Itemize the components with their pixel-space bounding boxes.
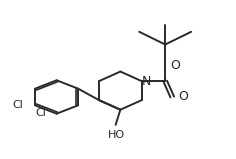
Text: O: O bbox=[170, 59, 180, 72]
Text: N: N bbox=[142, 75, 152, 88]
Text: O: O bbox=[178, 90, 188, 103]
Text: Cl: Cl bbox=[13, 100, 24, 110]
Text: HO: HO bbox=[108, 130, 125, 140]
Text: Cl: Cl bbox=[35, 108, 46, 118]
